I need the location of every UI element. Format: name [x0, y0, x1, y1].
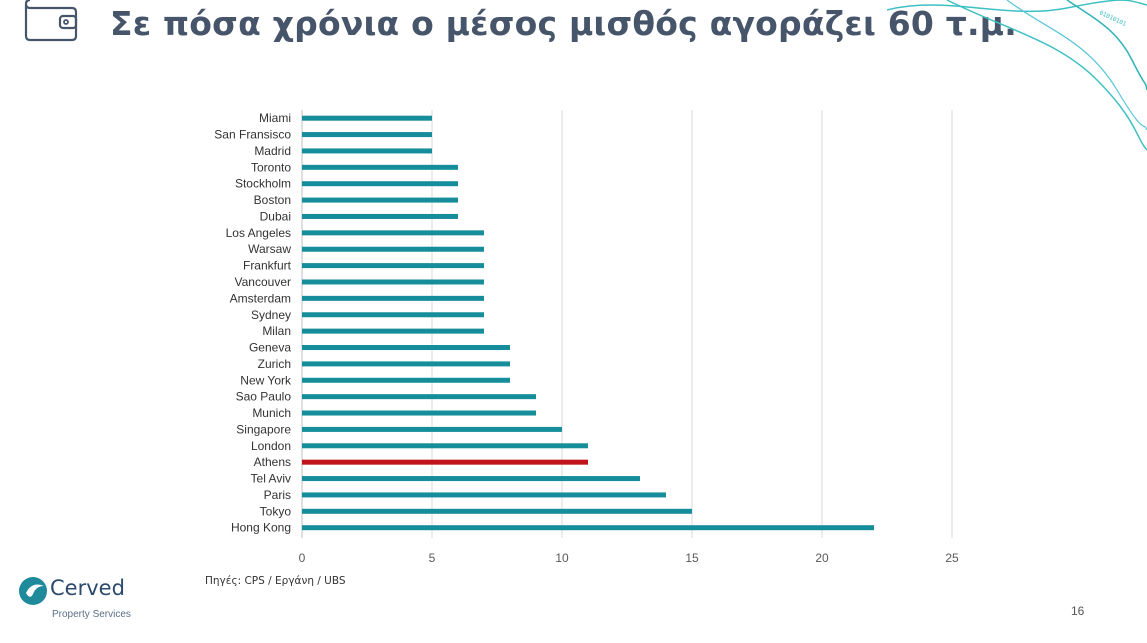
bar: [302, 312, 484, 318]
bar: [302, 181, 458, 187]
bar: [302, 459, 588, 465]
bar: [302, 279, 484, 285]
category-label: Miami: [259, 111, 291, 125]
category-label: Vancouver: [235, 275, 291, 289]
bar: [302, 148, 432, 154]
bar: [302, 115, 432, 121]
category-label: Toronto: [251, 160, 291, 174]
bar: [302, 361, 510, 367]
x-tick-label: 25: [945, 551, 959, 565]
bar: [302, 230, 484, 236]
category-label: Geneva: [249, 341, 291, 355]
category-label: Madrid: [254, 144, 291, 158]
bar: [302, 213, 458, 219]
bar: [302, 443, 588, 449]
logo-subtitle: Property Services: [52, 609, 131, 620]
category-label: Hong Kong: [231, 521, 291, 535]
bar: [302, 246, 484, 252]
bar: [302, 197, 458, 203]
wallet-icon: [24, 0, 78, 42]
category-label: Athens: [254, 455, 291, 469]
category-label: Warsaw: [248, 242, 291, 256]
bar: [302, 508, 692, 514]
category-label: Los Angeles: [226, 226, 291, 240]
category-label: Tokyo: [260, 504, 292, 518]
wave-decoration: 01010101: [887, 0, 1147, 151]
bar: [302, 394, 536, 400]
category-label: San Fransisco: [214, 128, 291, 142]
category-label: Dubai: [260, 209, 291, 223]
bar: [302, 492, 666, 498]
bar: [302, 525, 874, 531]
category-label: Munich: [252, 406, 291, 420]
bar: [302, 410, 536, 416]
source-note: Πηγές: CPS / Εργάνη / UBS: [205, 575, 346, 587]
x-tick-label: 5: [429, 551, 436, 565]
category-label: Amsterdam: [230, 291, 291, 305]
bar: [302, 132, 432, 138]
x-tick-label: 0: [299, 551, 306, 565]
logo-name: Cerved: [50, 576, 125, 600]
category-label: Sydney: [251, 308, 291, 322]
x-tick-label: 15: [685, 551, 699, 565]
category-label: Stockholm: [235, 177, 291, 191]
category-label: Singapore: [236, 422, 291, 436]
category-label: New York: [240, 373, 292, 387]
bar: [302, 426, 562, 432]
category-label: Sao Paulo: [236, 390, 292, 404]
category-label: Paris: [264, 488, 291, 502]
x-tick-label: 10: [555, 551, 569, 565]
x-tick-label: 20: [815, 551, 829, 565]
bar: [302, 377, 510, 383]
cerved-logo-mark: [19, 577, 47, 605]
bar: [302, 328, 484, 334]
category-label: Boston: [254, 193, 291, 207]
category-label: Tel Aviv: [251, 472, 291, 486]
bar: [302, 164, 458, 170]
bar: [302, 295, 484, 301]
page-title: Σε πόσα χρόνια ο μέσος μισθός αγοράζει 6…: [110, 4, 1017, 43]
category-label: Frankfurt: [243, 259, 292, 273]
bar: [302, 476, 640, 482]
bar: [302, 263, 484, 269]
page-number: 16: [1071, 604, 1085, 618]
category-label: Milan: [262, 324, 291, 338]
cerved-logo: Cerved Property Services: [18, 576, 148, 628]
bar: [302, 345, 510, 351]
category-label: Zurich: [258, 357, 291, 371]
category-label: London: [251, 439, 291, 453]
